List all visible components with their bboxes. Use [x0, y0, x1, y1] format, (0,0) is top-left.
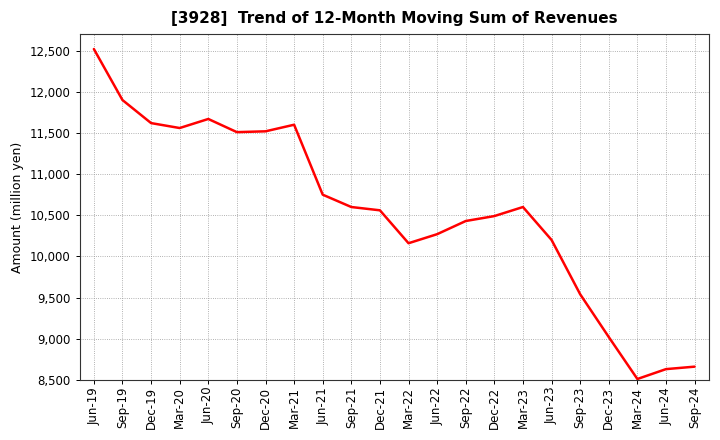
Title: [3928]  Trend of 12-Month Moving Sum of Revenues: [3928] Trend of 12-Month Moving Sum of R… — [171, 11, 618, 26]
Y-axis label: Amount (million yen): Amount (million yen) — [11, 141, 24, 273]
